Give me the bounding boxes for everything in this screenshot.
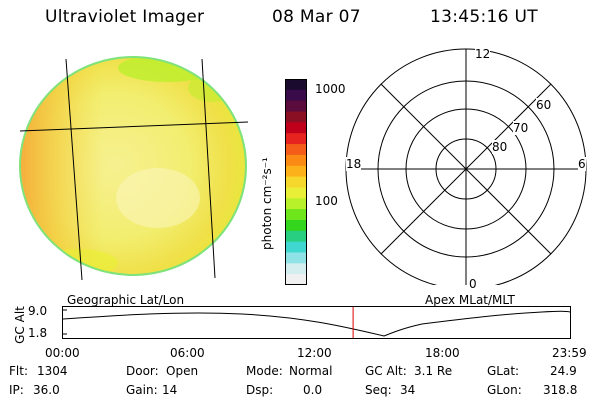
meta-gain-value: 14 bbox=[162, 383, 178, 397]
alt-tick-9: 9.0 bbox=[28, 304, 48, 318]
meta-glat-key: GLat: bbox=[487, 364, 520, 378]
meta-ip-key: IP: bbox=[9, 383, 24, 397]
meta-mode-value: Normal bbox=[289, 364, 333, 378]
colorbar-cell bbox=[285, 176, 307, 189]
grid-line-lon-2 bbox=[201, 58, 216, 279]
colorbar bbox=[285, 79, 307, 285]
meta-dsp-value: 0.0 bbox=[303, 383, 323, 397]
colorbar-cell bbox=[285, 241, 307, 254]
mlt-label-12: 12 bbox=[475, 47, 491, 61]
meta-flt-value: 1304 bbox=[37, 364, 68, 378]
meta-door-key: Door: bbox=[126, 364, 159, 378]
meta-seq-key: Seq: bbox=[365, 383, 392, 397]
instrument-title: Ultraviolet Imager bbox=[45, 7, 205, 27]
mlt-label-6: 6 bbox=[578, 157, 586, 171]
meta-glon-value: 318.8 bbox=[543, 383, 578, 397]
meta-door-value: Open bbox=[166, 364, 199, 378]
gc-alt-axis-label: GC Alt bbox=[13, 306, 27, 344]
meta-mode-key: Mode: bbox=[246, 364, 283, 378]
colorbar-cell bbox=[285, 263, 307, 275]
colorbar-unit-label: photon cm⁻²s⁻¹ bbox=[260, 157, 274, 250]
polar-diagonal-2 bbox=[380, 83, 552, 255]
colorbar-cell bbox=[285, 274, 307, 285]
time-tick-0000: 00:00 bbox=[45, 346, 80, 360]
mlat-label-80: 80 bbox=[492, 140, 508, 154]
mlt-label-0: 0 bbox=[469, 277, 477, 291]
colorbar-tick-1000: 1000 bbox=[315, 82, 346, 96]
colorbar-cell bbox=[285, 198, 307, 210]
mlat-label-60: 60 bbox=[536, 98, 552, 112]
time-tick-0600: 06:00 bbox=[170, 346, 205, 360]
uv-earth-image bbox=[19, 56, 249, 281]
meta-ip-value: 36.0 bbox=[33, 383, 60, 397]
colorbar-cell bbox=[285, 165, 307, 178]
colorbar-cell bbox=[285, 111, 307, 123]
meta-gcalt-key: GC Alt: bbox=[365, 364, 407, 378]
colorbar-cell bbox=[285, 79, 307, 91]
observation-time: 13:45:16 UT bbox=[430, 7, 538, 27]
grid-line-lat bbox=[19, 121, 249, 132]
colorbar-cell bbox=[285, 154, 307, 167]
colorbar-cell bbox=[285, 89, 307, 102]
altitude-strip-chart bbox=[62, 306, 571, 339]
time-tick-2359: 23:59 bbox=[552, 346, 587, 360]
colorbar-tick-100: 100 bbox=[315, 194, 338, 208]
observation-date: 08 Mar 07 bbox=[272, 7, 361, 27]
meta-seq-value: 34 bbox=[400, 383, 416, 397]
meta-gcalt-value: 3.1 Re bbox=[414, 364, 453, 378]
colorbar-cell bbox=[285, 230, 307, 243]
mlt-label-18: 18 bbox=[346, 157, 362, 171]
apex-label: Apex MLat/MLT bbox=[425, 293, 515, 307]
colorbar-cell bbox=[285, 187, 307, 199]
colorbar-cell bbox=[285, 100, 307, 113]
colorbar-cell bbox=[285, 122, 307, 134]
colorbar-cell bbox=[285, 144, 307, 156]
meta-dsp-key: Dsp: bbox=[246, 383, 274, 397]
meta-gain-key: Gain: bbox=[126, 383, 158, 397]
geographic-label: Geographic Lat/Lon bbox=[67, 293, 185, 307]
meta-glat-value: 24.9 bbox=[550, 364, 577, 378]
alt-tick-1-8: 1.8 bbox=[28, 326, 48, 340]
time-tick-1200: 12:00 bbox=[297, 346, 332, 360]
colorbar-cell bbox=[285, 209, 307, 221]
polar-mlt-plot bbox=[345, 48, 587, 285]
colorbar-cell bbox=[285, 252, 307, 264]
colorbar-cell bbox=[285, 219, 307, 232]
time-tick-1800: 18:00 bbox=[425, 346, 460, 360]
altitude-curve bbox=[62, 310, 571, 337]
meta-flt-key: Flt: bbox=[9, 364, 28, 378]
mlat-label-70: 70 bbox=[513, 121, 529, 135]
meta-glon-key: GLon: bbox=[487, 383, 522, 397]
colorbar-cell bbox=[285, 133, 307, 145]
grid-line-lon-1 bbox=[65, 58, 83, 281]
